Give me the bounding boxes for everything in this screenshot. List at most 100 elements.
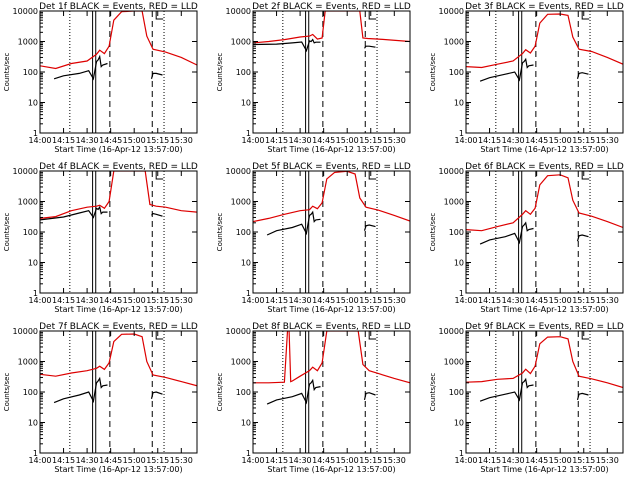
y-axis-label: Counts/sec: [216, 373, 224, 412]
x-tick-label: 15:30: [596, 136, 619, 145]
x-axis-label: Start Time (16-Apr-12 13:57:00): [480, 305, 608, 314]
x-tick-label: 14:45: [312, 456, 335, 465]
plot-frame: [465, 330, 624, 454]
y-tick-label: 1000: [444, 38, 464, 47]
y-tick-label: 10000: [226, 7, 251, 16]
y-tick-label: 10000: [439, 7, 464, 16]
x-tick-label: 14:15: [52, 296, 75, 305]
series-events-line: [151, 212, 163, 217]
y-axis-label: Counts/sec: [3, 53, 11, 92]
y-tick-label: 1000: [231, 198, 251, 207]
series-events-line: [150, 72, 163, 79]
x-axis-label: Start Time (16-Apr-12 13:57:00): [267, 145, 395, 154]
y-tick-label: 1: [246, 289, 251, 298]
y-axis-label: Counts/sec: [429, 213, 437, 252]
y-tick-label: 10000: [439, 327, 464, 336]
y-tick-label: 1: [459, 129, 464, 138]
series-lld-line: [40, 171, 197, 219]
x-tick-label: 14:15: [265, 296, 288, 305]
x-tick-label: 15:15: [146, 136, 169, 145]
y-axis-label: Counts/sec: [429, 53, 437, 92]
y-tick-label: 1000: [18, 38, 38, 47]
x-tick-label: 15:30: [383, 296, 406, 305]
panel-det-1: Det 1f BLACK = Events, RED = LLD 1 10 100 10…: [3, 2, 198, 154]
y-axis-label: Counts/sec: [429, 373, 437, 412]
x-tick-label: 14:00: [454, 136, 477, 145]
x-tick-label: 15:00: [336, 136, 359, 145]
y-tick-label: 1000: [444, 358, 464, 367]
x-tick-label: 15:00: [123, 136, 146, 145]
x-tick-label: 14:45: [312, 136, 335, 145]
series-lld-line: [466, 336, 623, 389]
x-tick-label: 15:15: [146, 456, 169, 465]
x-tick-label: 14:30: [76, 136, 99, 145]
x-tick-label: 14:15: [478, 456, 501, 465]
series-events-line: [53, 54, 108, 81]
x-tick-label: 15:00: [336, 296, 359, 305]
series-events-line: [576, 234, 589, 242]
y-tick-label: 100: [236, 388, 251, 397]
x-tick-label: 14:15: [478, 136, 501, 145]
x-tick-label: 15:00: [549, 136, 572, 145]
x-tick-label: 15:30: [170, 136, 193, 145]
panel-det-6: Det 6f BLACK = Events, RED = LLD 1 10 100 10…: [429, 162, 624, 314]
panel-title: Det 8f BLACK = Events, RED = LLD: [252, 322, 411, 332]
x-tick-label: 14:00: [454, 456, 477, 465]
panel-det-3: Det 3f BLACK = Events, RED = LLD 1 10 100 10…: [429, 2, 624, 154]
panel-det-8: Det 8f BLACK = Events, RED = LLD 1 10 100 10…: [216, 322, 411, 474]
y-tick-label: 100: [449, 228, 464, 237]
x-tick-label: 14:30: [502, 296, 525, 305]
x-axis-label: Start Time (16-Apr-12 13:57:00): [54, 145, 182, 154]
x-tick-label: 15:15: [359, 456, 382, 465]
x-tick-label: 14:00: [241, 296, 264, 305]
y-tick-label: 1: [246, 449, 251, 458]
y-tick-label: 1000: [444, 198, 464, 207]
x-tick-label: 14:15: [478, 296, 501, 305]
series-events-line: [266, 378, 321, 405]
x-tick-label: 15:00: [549, 456, 572, 465]
x-tick-label: 15:00: [336, 456, 359, 465]
panel-det-7: Det 7f BLACK = Events, RED = LLD 1 10 100 10…: [3, 322, 198, 474]
y-tick-label: 10: [241, 419, 251, 428]
segment-bracket: [368, 171, 377, 180]
segment-bracket: [581, 11, 590, 20]
y-tick-label: 1: [33, 289, 38, 298]
y-tick-label: 10: [28, 259, 38, 268]
panel-title: Det 9f BLACK = Events, RED = LLD: [465, 322, 624, 332]
y-axis-label: Counts/sec: [3, 213, 11, 252]
plot-frame: [465, 10, 624, 134]
plot-frame: [39, 330, 198, 454]
x-tick-label: 15:30: [170, 296, 193, 305]
segment-bracket: [368, 331, 377, 340]
x-tick-label: 14:30: [76, 296, 99, 305]
y-tick-label: 100: [23, 388, 38, 397]
segment-bracket: [581, 331, 590, 340]
y-tick-label: 10000: [13, 167, 38, 176]
series-lld-line: [253, 171, 410, 223]
y-tick-label: 10: [454, 419, 464, 428]
panel-title: Det 6f BLACK = Events, RED = LLD: [465, 162, 624, 172]
series-lld-line: [466, 13, 623, 69]
x-tick-label: 14:30: [289, 456, 312, 465]
x-tick-label: 14:45: [525, 456, 548, 465]
x-tick-label: 14:15: [265, 456, 288, 465]
series-events-line: [479, 57, 534, 82]
x-tick-label: 14:00: [28, 456, 51, 465]
y-tick-label: 1: [459, 449, 464, 458]
series-lld-line: [253, 11, 410, 44]
y-tick-label: 10000: [13, 327, 38, 336]
x-tick-label: 14:45: [99, 296, 122, 305]
x-tick-label: 15:30: [596, 456, 619, 465]
plot-frame: [465, 170, 624, 294]
segment-bracket: [581, 171, 590, 180]
y-tick-label: 10: [28, 99, 38, 108]
y-tick-label: 1000: [231, 38, 251, 47]
segment-bracket: [155, 171, 164, 180]
panel-title: Det 7f BLACK = Events, RED = LLD: [39, 322, 198, 332]
panel-det-5: Det 5f BLACK = Events, RED = LLD 1 10 100 10…: [216, 162, 411, 314]
y-tick-label: 10000: [13, 7, 38, 16]
y-tick-label: 1000: [18, 198, 38, 207]
series-events-line: [364, 45, 376, 49]
x-tick-label: 15:15: [572, 136, 595, 145]
